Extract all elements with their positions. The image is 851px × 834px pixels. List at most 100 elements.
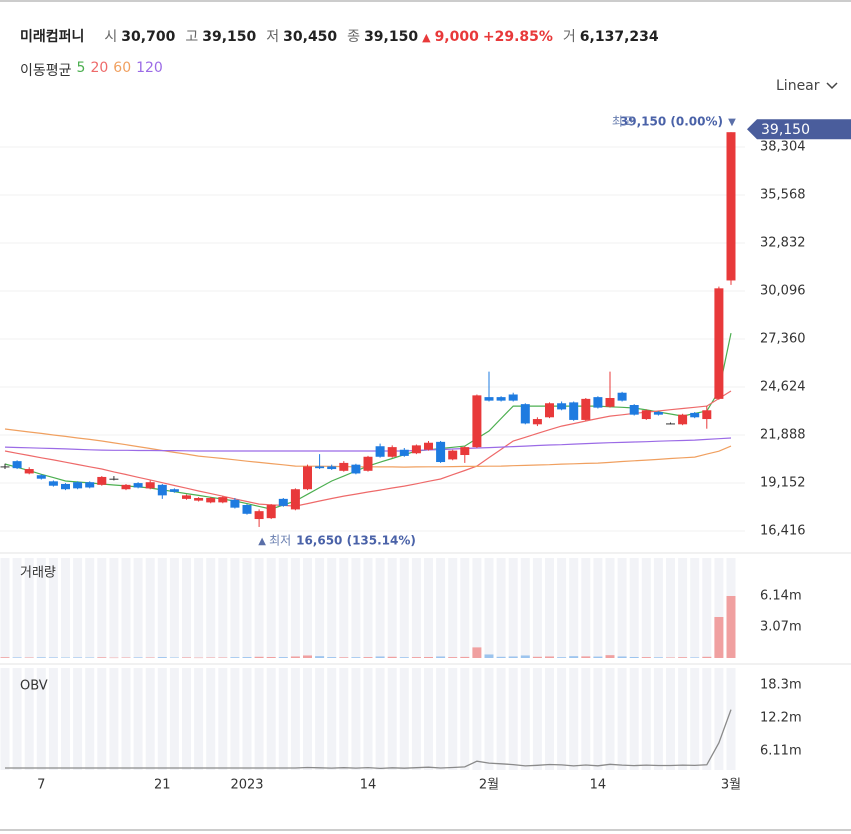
ma-line (4, 390, 732, 507)
volume-bar (85, 657, 95, 658)
candle-body (460, 447, 470, 456)
candle-body (266, 505, 276, 519)
candle-body (726, 132, 736, 281)
column-stripe (194, 668, 204, 770)
candle-body (254, 511, 264, 520)
candle-body (399, 449, 409, 456)
volume-bar (532, 656, 542, 658)
change-pct: +29.85% (482, 29, 553, 45)
volume-bar (678, 657, 688, 658)
column-stripe (73, 558, 83, 658)
column-stripe (605, 668, 615, 770)
candle-body (133, 483, 143, 488)
volume-bar (641, 657, 651, 658)
candle-body (714, 288, 724, 399)
volume-bar (520, 655, 530, 658)
column-stripe (653, 558, 663, 658)
column-stripe (605, 558, 615, 658)
min-label: 최저 (269, 533, 291, 547)
column-stripe (303, 668, 312, 770)
scale-dropdown[interactable]: Linear (776, 78, 838, 94)
volume-bar (48, 657, 58, 658)
column-stripe (61, 558, 70, 658)
volume-bar (375, 656, 385, 658)
column-stripe (24, 668, 34, 770)
volume-bar (436, 656, 446, 658)
volume-bar (714, 616, 724, 658)
column-stripe (133, 668, 143, 770)
scale-label[interactable]: Linear (776, 78, 820, 94)
column-stripe (399, 668, 409, 770)
candle-body (375, 446, 385, 457)
column-stripe (436, 668, 446, 770)
y-tick-label: 12.2m (760, 710, 802, 725)
legend-title: 이동평균 (20, 63, 72, 79)
y-tick-label: 27,360 (760, 332, 806, 347)
x-tick-label: 14 (360, 778, 377, 793)
candle-body (436, 441, 446, 463)
column-stripe (629, 668, 639, 770)
y-tick-label: 38,304 (760, 140, 806, 155)
column-stripe (145, 558, 155, 658)
candle-body (157, 484, 167, 496)
y-tick-label: 6.14m (760, 588, 802, 603)
volume-bar (351, 657, 361, 658)
legend-entry: 60 (113, 60, 132, 76)
candle-body (520, 404, 530, 424)
candle-body (169, 489, 179, 492)
volume-bar (557, 657, 567, 658)
column-stripe (726, 668, 736, 770)
up-arrow: ▲ (422, 31, 431, 44)
candle-body (182, 495, 191, 499)
column-stripe (690, 558, 700, 658)
chevron[interactable] (825, 82, 838, 90)
volume-bar (327, 657, 337, 658)
column-stripe (254, 668, 264, 770)
field-label: 고 (185, 29, 199, 45)
volume-bar (61, 657, 70, 658)
column-stripe (133, 558, 143, 658)
column-stripe (484, 668, 494, 770)
legend-entry: 5 (76, 60, 86, 76)
column-stripe (545, 558, 554, 658)
y-tick-label: 21,888 (760, 428, 806, 443)
column-stripe (411, 668, 421, 770)
column-stripe (230, 558, 240, 658)
candle-body (327, 466, 337, 470)
column-stripe (532, 558, 542, 658)
column-stripe (387, 668, 397, 770)
column-stripe (387, 558, 397, 658)
volume-value: 6,137,234 (579, 29, 659, 45)
ma-line (4, 437, 732, 452)
volume-bar (169, 657, 179, 658)
candle-body (605, 397, 615, 407)
max-value: 39,150 (0.00%) (620, 115, 723, 129)
column-stripe (375, 558, 385, 658)
candle-body (121, 484, 131, 490)
volume-bar (448, 657, 458, 658)
column-stripe (545, 668, 554, 770)
column-stripe (0, 558, 10, 658)
column-stripe (424, 558, 433, 658)
column-stripe (399, 558, 409, 658)
column-stripe (290, 668, 300, 770)
candle-body (641, 410, 651, 420)
y-tick-label: 18.3m (760, 677, 802, 692)
volume-bar (545, 656, 554, 658)
column-stripe (157, 558, 167, 658)
volume-bar (73, 657, 83, 658)
column-stripe (290, 558, 300, 658)
candle-body (85, 482, 95, 488)
column-stripe (678, 558, 688, 658)
price-tag-label: 39,150 (761, 122, 810, 138)
max-label: 최고 (612, 115, 634, 129)
candle-body (339, 462, 349, 471)
column-stripe (666, 558, 675, 658)
candle-body (448, 450, 458, 460)
candle-body (617, 392, 627, 401)
volume-bar (617, 656, 627, 658)
column-stripe (581, 668, 591, 770)
volume-bar (496, 656, 506, 658)
column-stripe (484, 558, 494, 658)
